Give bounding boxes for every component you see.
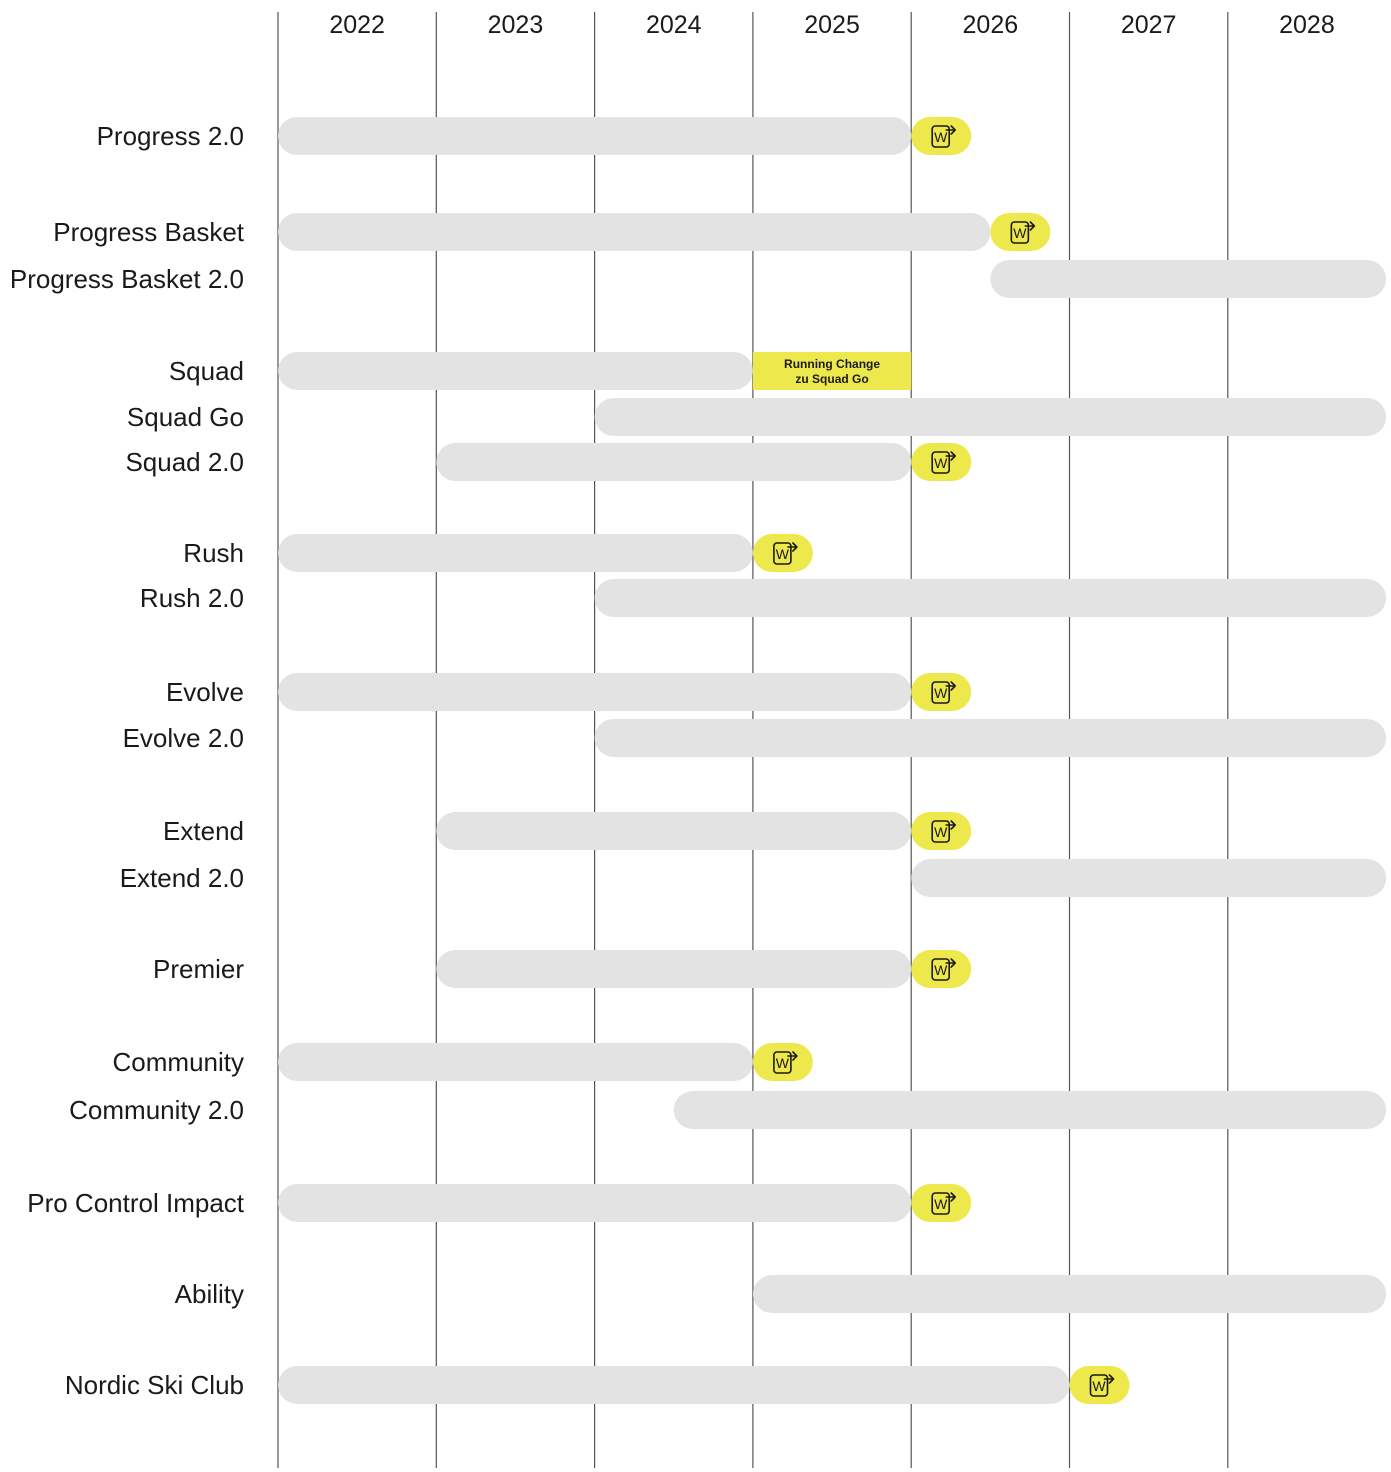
withdrawal-arrow-icon [1010,221,1030,244]
arrow-icon [1103,1374,1115,1384]
row-label: Pro Control Impact [27,1188,245,1218]
lifecycle-bar [278,1184,912,1222]
row-label: Evolve [166,677,244,707]
withdrawal-arrow-icon [773,1051,792,1074]
lifecycle-bar [911,859,1387,897]
icon-letter: W [934,685,948,701]
lifecycle-bar [594,579,1387,617]
arrow-icon [787,1051,798,1061]
withdrawal-arrow-icon [1089,1374,1109,1397]
lifecycle-bar [278,534,753,572]
year-tick-label: 2024 [646,11,702,39]
icon-letter: W [934,962,948,978]
withdrawal-arrow-icon [931,1192,951,1215]
lifecycle-bar [436,950,912,988]
icon-letter: W [934,455,948,471]
row-label: Progress Basket 2.0 [10,264,244,294]
withdrawal-arrow-icon [931,820,951,843]
icon-letter: W [776,1055,790,1071]
row-label: Ability [175,1279,244,1309]
withdrawal-marker [1069,1366,1130,1404]
icon-letter: W [934,824,948,840]
withdrawal-marker [911,443,972,481]
row-label: Community [113,1047,244,1077]
icon-letter: W [934,1196,948,1212]
year-tick-label: 2027 [1121,11,1177,39]
withdrawal-arrow-icon [931,681,951,704]
arrow-icon [945,820,956,830]
withdrawal-arrow-icon [931,958,951,981]
row-label: Extend [163,816,244,846]
running-change-note [752,352,912,390]
arrow-icon [945,958,956,968]
year-tick-label: 2023 [488,11,544,39]
withdrawal-marker [911,812,972,850]
withdrawal-marker [911,673,972,711]
row-label: Progress 2.0 [97,121,244,151]
withdrawal-marker [752,534,813,572]
running-change-text: zu Squad Go [795,372,868,386]
row-label: Squad Go [127,402,244,432]
arrow-icon [945,1192,956,1202]
year-tick-label: 2028 [1279,11,1335,39]
lifecycle-bar [278,1366,1070,1404]
icon-letter: W [776,546,790,562]
lifecycle-bar [752,1275,1387,1313]
year-tick-label: 2022 [329,11,385,39]
icon-letter: W [934,129,948,145]
withdrawal-marker [911,117,972,155]
row-label: Rush 2.0 [140,583,244,613]
row-label: Nordic Ski Club [65,1370,244,1400]
row-label: Extend 2.0 [120,863,244,893]
lifecycle-bar [278,117,912,155]
lifecycle-bar [278,213,991,251]
arrow-icon [945,125,956,135]
lifecycle-bar [436,812,912,850]
row-label: Rush [183,538,244,568]
year-tick-label: 2026 [963,11,1019,39]
arrow-icon [787,542,798,552]
running-change-text: Running Change [784,357,880,371]
row-label: Premier [153,954,244,984]
withdrawal-marker [911,950,972,988]
withdrawal-marker [911,1184,972,1222]
icon-letter: W [1013,225,1027,241]
arrow-icon [945,451,956,461]
row-label: Progress Basket [53,217,245,247]
icon-letter: W [1092,1378,1106,1394]
row-label: Community 2.0 [69,1095,244,1125]
row-label: Evolve 2.0 [123,723,244,753]
arrow-icon [945,681,956,691]
withdrawal-arrow-icon [773,542,792,565]
arrow-icon [1024,221,1036,231]
row-label: Squad [169,356,244,386]
lifecycle-bar [990,260,1387,298]
lifecycle-bar [594,719,1387,757]
withdrawal-arrow-icon [931,125,951,148]
year-tick-label: 2025 [804,11,860,39]
lifecycle-bar [673,1091,1387,1129]
withdrawal-marker [990,213,1051,251]
lifecycle-bar [278,1043,753,1081]
lifecycle-bar [594,398,1387,436]
lifecycle-bar [278,352,753,390]
row-label: Squad 2.0 [125,447,244,477]
withdrawal-marker [752,1043,813,1081]
withdrawal-arrow-icon [931,451,951,474]
lifecycle-bar [436,443,912,481]
lifecycle-bar [278,673,912,711]
